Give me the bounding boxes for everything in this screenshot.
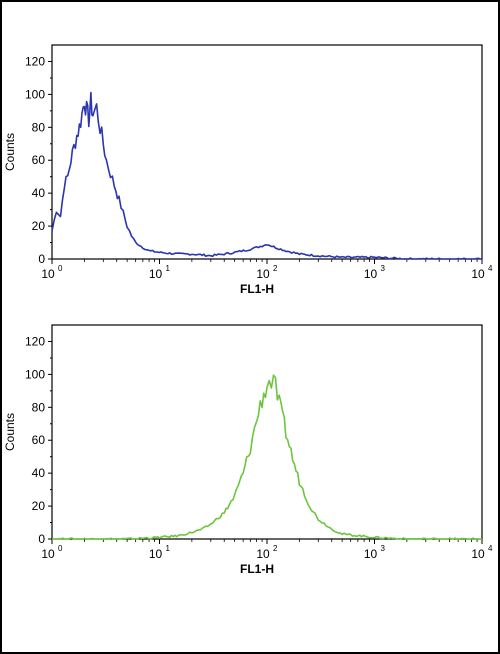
x-tick-label: 10 — [41, 547, 55, 561]
y-axis-title: Counts — [3, 413, 17, 451]
x-tick-label: 10 — [364, 267, 378, 281]
x-tick-exponent: 4 — [488, 264, 493, 273]
x-tick-exponent: 3 — [381, 544, 386, 553]
x-tick-label: 10 — [471, 267, 485, 281]
y-tick-label: 40 — [32, 186, 46, 200]
y-tick-label: 60 — [32, 153, 46, 167]
x-tick-exponent: 3 — [381, 264, 386, 273]
y-tick-label: 100 — [25, 87, 45, 101]
histogram-trace — [52, 374, 482, 540]
y-tick-label: 20 — [32, 499, 46, 513]
x-tick-label: 10 — [149, 547, 163, 561]
y-tick-label: 100 — [25, 367, 45, 381]
y-tick-label: 120 — [25, 334, 45, 348]
y-tick-label: 80 — [32, 400, 46, 414]
x-tick-exponent: 2 — [273, 544, 278, 553]
x-tick-exponent: 1 — [166, 544, 171, 553]
x-axis-title: FL1-H — [240, 282, 274, 296]
y-tick-label: 40 — [32, 466, 46, 480]
y-tick-label: 0 — [38, 252, 45, 266]
x-tick-exponent: 4 — [488, 544, 493, 553]
y-tick-label: 20 — [32, 219, 46, 233]
x-tick-label: 10 — [364, 547, 378, 561]
y-tick-label: 60 — [32, 433, 46, 447]
y-tick-label: 120 — [25, 54, 45, 68]
plot-frame — [51, 44, 483, 260]
x-tick-exponent: 0 — [58, 264, 63, 273]
x-tick-exponent: 2 — [273, 264, 278, 273]
x-tick-label: 10 — [256, 267, 270, 281]
x-tick-label: 10 — [41, 267, 55, 281]
x-tick-label: 10 — [149, 267, 163, 281]
y-tick-label: 80 — [32, 120, 46, 134]
x-tick-label: 10 — [471, 547, 485, 561]
x-tick-label: 10 — [256, 547, 270, 561]
x-tick-exponent: 1 — [166, 264, 171, 273]
histogram-trace — [51, 91, 482, 260]
x-axis-title: FL1-H — [240, 562, 274, 576]
plot-frame — [51, 324, 483, 540]
x-tick-exponent: 0 — [58, 544, 63, 553]
y-tick-label: 0 — [38, 532, 45, 546]
y-axis-title: Counts — [3, 133, 17, 171]
